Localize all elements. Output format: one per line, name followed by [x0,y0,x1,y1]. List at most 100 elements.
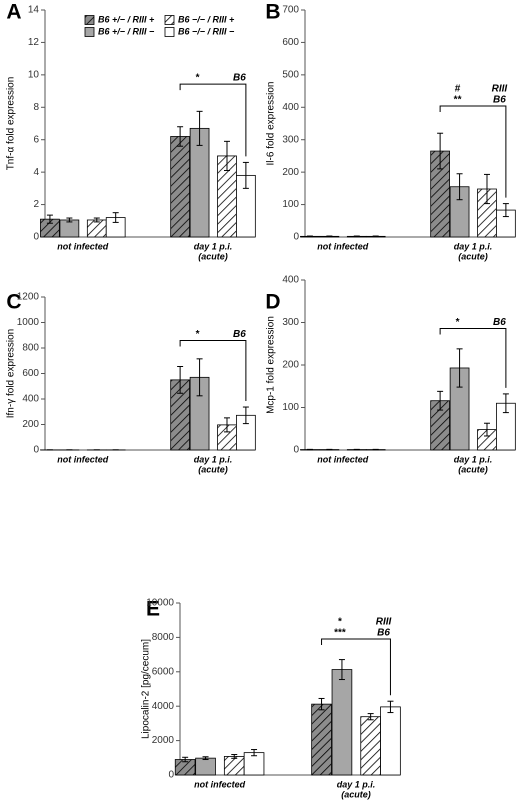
error-bar [372,235,379,238]
y-axis-label: Tnf-α fold expression [6,77,17,171]
y-tick-label: 10 [28,69,40,80]
x-category-label: (acute) [198,251,228,261]
x-category-label: not infected [57,454,109,464]
x-category-label: (acute) [458,251,488,261]
y-tick-label: 8 [33,102,39,113]
error-bar [177,365,184,394]
y-tick-label: 700 [282,5,299,16]
legend-swatch-hatch [165,15,174,25]
panel-label: C [6,291,21,314]
y-tick-label: 500 [282,69,299,80]
significance-group: B6 [493,95,506,106]
x-category-label: day 1 p.i. [194,454,233,464]
legend-label: B6 +/− / RIII − [98,26,155,36]
error-bar [437,132,444,170]
legend-swatch [164,27,175,37]
error-bar [177,126,184,147]
error-bar [367,713,374,721]
y-tick-label: 0 [33,445,39,456]
significance-mark: * [338,617,342,628]
y-tick-label: 2 [33,199,39,210]
significance-mark: * [456,317,460,328]
y-tick-label: 4 [33,167,39,178]
y-axis-label: Lipocalin-2 [pg/cecum] [141,639,152,739]
significance-bracket [439,327,507,388]
significance-mark: # [455,84,461,95]
error-bar [353,235,360,238]
y-tick-label: 10000 [146,598,174,609]
bar [380,706,401,776]
legend-swatch [84,27,95,37]
error-bar [502,393,509,414]
error-bar [483,422,490,437]
x-category-label: not infected [317,454,369,464]
error-bar [437,390,444,411]
significance-group: B6 [493,317,506,328]
error-bar [502,203,509,218]
error-bar [483,173,490,205]
error-bar [251,749,258,757]
bar-hatch [40,219,60,237]
y-tick-label: 1000 [17,317,40,328]
panel-label: B [265,1,280,24]
bar [195,757,216,776]
legend-label: B6 +/− / RIII + [98,14,155,24]
y-tick-label: 4000 [152,701,175,712]
y-tick-label: 100 [282,199,299,210]
y-tick-label: 100 [282,402,299,413]
bar-hatch [217,424,237,450]
error-bar [182,756,189,763]
significance-bracket [439,105,507,198]
bar-hatch [477,189,497,237]
significance-mark: * [196,73,200,84]
error-bar [387,700,394,714]
y-axis-label: Il-6 fold expression [266,82,277,166]
error-bar [223,417,230,433]
bar-hatch [360,716,381,775]
error-bar [112,212,119,223]
bar [59,219,80,238]
y-tick-label: 0 [293,232,299,243]
legend-label: B6 −/− / RIII − [178,26,235,36]
y-tick-label: 200 [282,167,299,178]
x-category-label: (acute) [198,464,228,474]
y-tick-label: 400 [22,394,39,405]
significance-group: B6 [377,628,390,639]
y-tick-label: 6 [33,134,39,145]
y-tick-label: 300 [282,317,299,328]
y-tick-label: 800 [22,343,39,354]
significance-mark: ** [454,95,462,106]
error-bar [93,217,100,223]
error-bar [338,659,345,681]
significance-bracket [321,638,391,696]
bar-hatch [217,155,237,237]
y-tick-label: 1200 [17,292,40,303]
significance-bracket [179,83,247,157]
significance-group: RIII [376,617,392,628]
error-bar [326,235,333,238]
significance-group: B6 [233,73,246,84]
y-tick-label: 600 [282,37,299,48]
bar-hatch [311,704,332,775]
panel-label: A [6,1,21,24]
x-category-label: day 1 p.i. [454,454,493,464]
y-tick-label: 200 [22,419,39,430]
panel-label: E [146,598,160,621]
error-bar [196,110,203,146]
bar-hatch [430,400,450,450]
y-tick-label: 12 [28,37,40,48]
error-bar [223,140,230,172]
x-category-label: day 1 p.i. [337,779,376,789]
error-bar [231,754,238,759]
y-axis-label: Mcp-1 fold expression [266,316,277,414]
significance-mark: * [196,329,200,340]
x-category-label: day 1 p.i. [454,241,493,251]
significance-mark: *** [334,628,346,639]
y-axis-label: Ifn-γ fold expression [6,329,17,419]
bar-hatch [170,136,190,237]
error-bar [66,217,73,223]
y-tick-label: 0 [293,445,299,456]
significance-group: RIII [492,84,508,95]
y-tick-label: 2000 [152,735,175,746]
